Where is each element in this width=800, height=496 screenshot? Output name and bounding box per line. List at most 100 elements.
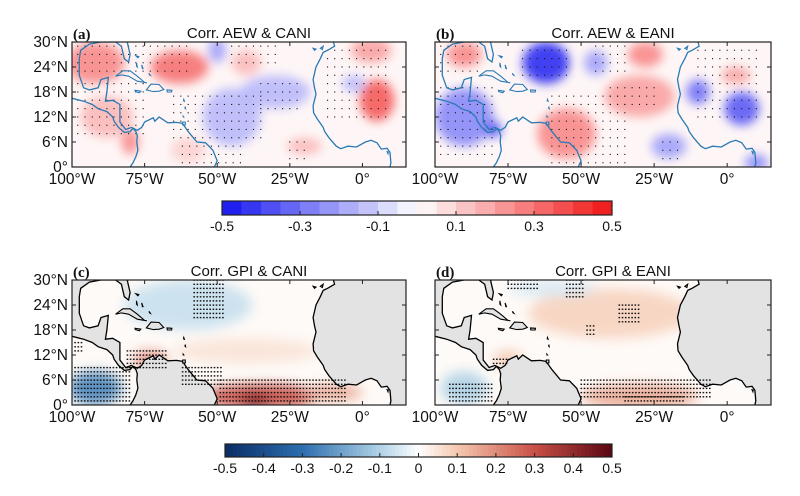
stipple-dot <box>638 387 640 390</box>
stipple-dot <box>218 312 221 315</box>
stipple-dot <box>128 99 130 101</box>
stipple-dot <box>296 141 298 143</box>
stipple-dot <box>624 304 627 306</box>
stipple-dot <box>206 296 208 298</box>
coastlines <box>72 42 392 167</box>
stipple-dot <box>312 379 314 381</box>
stipple-dot <box>748 116 750 118</box>
stipple-dot <box>126 366 129 369</box>
stipple-dot <box>119 379 121 381</box>
stipple-dot <box>624 120 626 122</box>
stipple-dot <box>219 396 222 398</box>
stipple-dot <box>624 112 626 114</box>
stipple-dot <box>719 116 721 118</box>
stipple-dot <box>128 53 130 55</box>
stipple-dot <box>142 91 144 93</box>
stipple-dot <box>520 287 522 290</box>
stipple-dot <box>686 383 689 385</box>
stipple-dot <box>638 391 640 394</box>
stipple-dot <box>510 283 513 285</box>
stipple-dot <box>334 49 336 51</box>
stipple-dot <box>215 312 218 315</box>
stipple-dot <box>225 379 228 381</box>
stipple-dot <box>106 371 108 373</box>
stipple-dot <box>628 308 630 310</box>
colorbar-swatch <box>588 444 594 457</box>
colorbar-swatch <box>561 444 566 457</box>
stipple-dot <box>630 400 633 402</box>
stipple-dot <box>638 87 640 89</box>
stipple-dot <box>536 49 538 51</box>
stipple-dot <box>748 108 750 110</box>
stipple-dot <box>273 391 276 394</box>
field-anomaly <box>342 75 366 92</box>
coastline-africa <box>676 42 757 167</box>
colorbar-swatch <box>461 444 466 457</box>
stipple-dot <box>595 153 597 155</box>
stipple-dot <box>274 108 276 110</box>
stipple-dot <box>622 396 624 398</box>
stipple-dot <box>245 112 247 114</box>
stipple-dot <box>660 383 663 385</box>
stipple-dot <box>210 379 213 381</box>
stipple-dot <box>334 400 337 402</box>
stipple-dot <box>106 379 108 381</box>
stipple-dot <box>637 400 639 402</box>
island <box>508 321 529 331</box>
stipple-dot <box>637 321 640 323</box>
stipple-dot <box>469 45 471 47</box>
stipple-dot <box>296 400 298 402</box>
stipple-dot <box>447 120 449 122</box>
stipple-dot <box>112 375 115 377</box>
stipple-dot <box>505 358 508 360</box>
island <box>529 327 537 331</box>
stipple-dot <box>659 396 662 398</box>
stipple-dot <box>748 83 750 85</box>
stipple-dot <box>99 62 101 64</box>
stipple-dot <box>558 95 560 97</box>
stipple-dot <box>260 112 262 114</box>
stipple-dot <box>112 387 115 390</box>
stipple-dot <box>586 325 588 327</box>
stipple-dot <box>173 95 175 97</box>
stipple-dot <box>206 291 208 294</box>
stipple-dot <box>209 120 211 122</box>
stipple-dot <box>363 66 365 68</box>
stipple-dot <box>625 387 628 390</box>
stipple-dot <box>565 74 567 76</box>
stipple-dot <box>377 66 379 68</box>
stipple-dot <box>120 116 122 118</box>
stipple-dot <box>558 145 560 147</box>
stipple-dot <box>152 366 154 369</box>
stipple-dot <box>667 391 669 394</box>
correlation-field <box>435 42 771 167</box>
stipple-dot <box>238 45 240 47</box>
stipple-dot <box>726 49 728 51</box>
stipple-dot <box>145 354 148 356</box>
stipple-dot <box>461 383 464 385</box>
stipple-dot <box>113 133 115 135</box>
stipple-dot <box>377 91 379 93</box>
stipple-dot <box>267 83 269 85</box>
stipple-dot <box>599 383 602 385</box>
stipple-dot <box>232 379 234 381</box>
stipple-dot <box>77 391 80 394</box>
stipple-dot <box>280 383 282 385</box>
island <box>184 106 187 110</box>
stipple-dot <box>593 387 595 390</box>
stipple-dot <box>733 116 735 118</box>
stipple-dot <box>476 137 478 139</box>
stipple-dot <box>606 387 608 390</box>
stipple-dot <box>648 396 650 398</box>
stipple-dot <box>106 391 108 394</box>
stipple-dot <box>328 400 330 402</box>
stipple-dot <box>385 49 387 51</box>
stipple-dot <box>340 400 343 402</box>
stipple-dot <box>222 304 224 306</box>
stipple-dot <box>618 316 621 319</box>
stipple-dot <box>106 99 108 101</box>
stipple-dot <box>133 362 135 365</box>
stipple-dot <box>558 103 560 105</box>
stipple-dot <box>274 91 276 93</box>
stipple-dot <box>595 162 597 164</box>
